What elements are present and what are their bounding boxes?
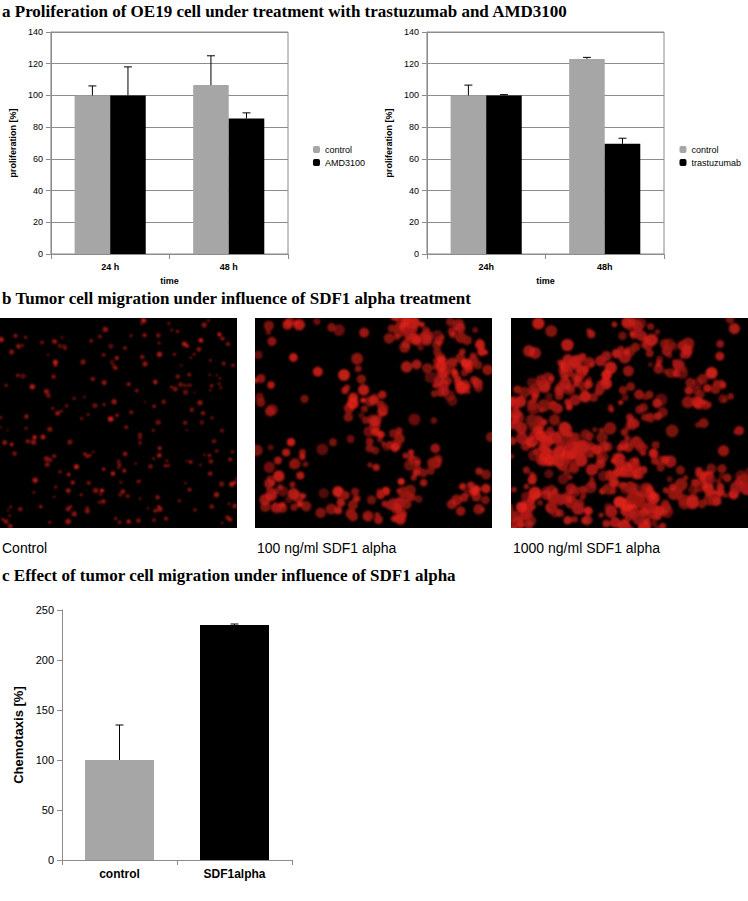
html-text:1000 ng/ml SDF1 alpha: 1000 ng/ml SDF1 alpha <box>513 540 661 556</box>
svg-text:SDF1alpha: SDF1alpha <box>203 867 265 881</box>
svg-text:proliferation [%]: proliferation [%] <box>384 108 394 177</box>
svg-text:50: 50 <box>42 804 54 816</box>
svg-text:60: 60 <box>409 154 419 164</box>
svg-text:120: 120 <box>28 59 43 69</box>
svg-text:250: 250 <box>36 604 54 616</box>
html-text:Control: Control <box>2 540 48 556</box>
svg-text:proliferation [%]: proliferation [%] <box>8 108 18 177</box>
svg-text:100: 100 <box>28 90 43 100</box>
svg-text:150: 150 <box>36 704 54 716</box>
svg-text:0: 0 <box>414 249 419 259</box>
svg-text:control: control <box>99 867 140 881</box>
svg-text:120: 120 <box>404 59 419 69</box>
svg-text:control: control <box>691 145 718 155</box>
svg-text:24 h: 24 h <box>101 262 119 272</box>
html-text:b Tumor cell migration under i: b Tumor cell migration under influence o… <box>2 289 471 308</box>
svg-text:140: 140 <box>28 27 43 37</box>
svg-text:40: 40 <box>409 186 419 196</box>
svg-text:80: 80 <box>33 122 43 132</box>
html-text:a Proliferation of OE19 cell u: a Proliferation of OE19 cell under treat… <box>2 2 567 21</box>
svg-text:48h: 48h <box>597 262 613 272</box>
svg-text:60: 60 <box>33 154 43 164</box>
svg-text:Chemotaxis [%]: Chemotaxis [%] <box>11 686 26 784</box>
svg-text:control: control <box>325 145 352 155</box>
svg-text:0: 0 <box>48 854 54 866</box>
svg-text:20: 20 <box>33 217 43 227</box>
html-text:100 ng/ml SDF1 alpha: 100 ng/ml SDF1 alpha <box>257 540 397 556</box>
svg-text:200: 200 <box>36 654 54 666</box>
svg-text:40: 40 <box>33 186 43 196</box>
svg-text:AMD3100: AMD3100 <box>325 158 365 168</box>
svg-text:time: time <box>536 276 555 286</box>
svg-text:0: 0 <box>38 249 43 259</box>
svg-text:trastuzumab: trastuzumab <box>691 158 741 168</box>
svg-text:100: 100 <box>36 754 54 766</box>
html-text:c Effect of tumor cell migrati: c Effect of tumor cell migration under i… <box>2 566 456 585</box>
svg-text:20: 20 <box>409 217 419 227</box>
svg-text:48 h: 48 h <box>220 262 238 272</box>
svg-text:100: 100 <box>404 90 419 100</box>
svg-text:time: time <box>160 276 179 286</box>
svg-text:80: 80 <box>409 122 419 132</box>
svg-text:140: 140 <box>404 27 419 37</box>
svg-text:24h: 24h <box>478 262 494 272</box>
